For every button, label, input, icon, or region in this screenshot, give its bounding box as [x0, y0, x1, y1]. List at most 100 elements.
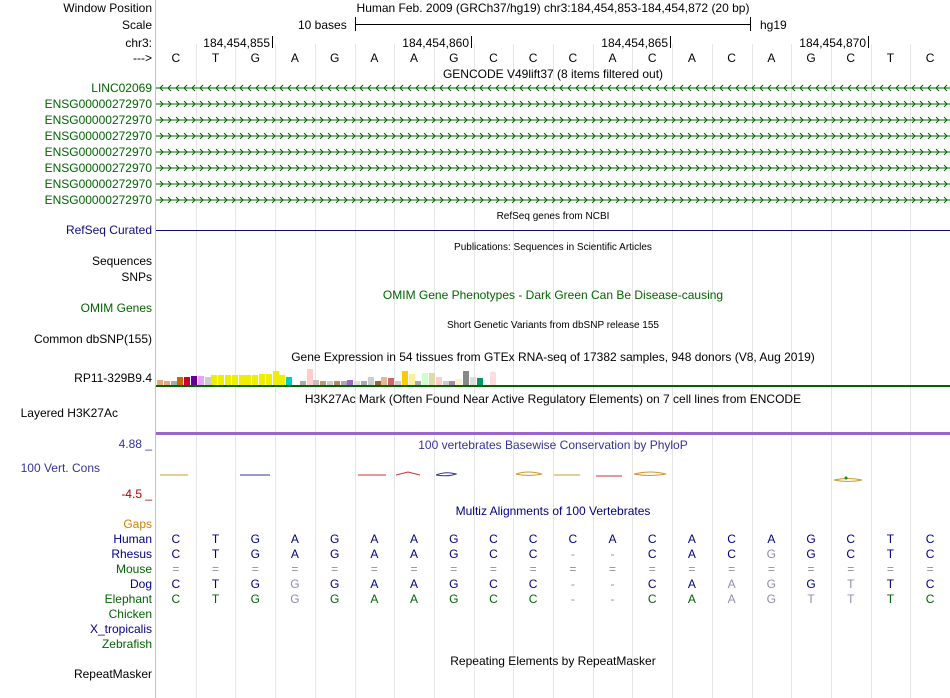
- gtex-tissue-bar[interactable]: [367, 377, 374, 385]
- gtex-tissue-bar[interactable]: [286, 377, 293, 385]
- repeatmasker-track-label[interactable]: RepeatMasker: [73, 667, 152, 681]
- alignment-base: -: [570, 547, 575, 561]
- gtex-tissue-bar[interactable]: [320, 381, 327, 385]
- gtex-tissue-bar[interactable]: [469, 377, 476, 385]
- gtex-tissue-bar[interactable]: [252, 375, 259, 385]
- gtex-tissue-bar[interactable]: [211, 375, 218, 385]
- gtex-tissue-bar[interactable]: [374, 381, 381, 385]
- gtex-tissue-bar[interactable]: [191, 376, 197, 385]
- gtex-tissue-bar[interactable]: [204, 377, 211, 385]
- species-label[interactable]: Chicken: [108, 607, 152, 621]
- gtex-tissue-bar[interactable]: [170, 381, 177, 385]
- publications-track-label[interactable]: Sequences: [91, 254, 152, 268]
- gtex-tissue-bar[interactable]: [395, 381, 401, 385]
- gtex-tissue-bar[interactable]: [347, 380, 354, 385]
- species-label[interactable]: Mouse: [115, 562, 152, 576]
- alignment-base: =: [529, 562, 537, 576]
- conservation-track-label[interactable]: 100 Vert. Cons: [20, 461, 100, 475]
- gencode-row-label[interactable]: ENSG00000272970: [44, 113, 152, 127]
- species-label[interactable]: Dog: [129, 577, 152, 591]
- gtex-tissue-bar[interactable]: [415, 381, 422, 385]
- gtex-tissue-bar[interactable]: [388, 378, 395, 385]
- h3k27ac-track-label[interactable]: Layered H3K27Ac: [20, 406, 118, 420]
- gencode-transcript[interactable]: [156, 194, 950, 206]
- gtex-tissue-bar[interactable]: [429, 373, 435, 385]
- gtex-tissue-bar[interactable]: [401, 371, 408, 385]
- gtex-tissue-bar[interactable]: [422, 373, 429, 385]
- species-label[interactable]: Human: [113, 532, 152, 546]
- gencode-row-label[interactable]: ENSG00000272970: [44, 177, 152, 191]
- alignment-base: A: [410, 577, 419, 591]
- alignment-base: =: [847, 562, 855, 576]
- gencode-transcript[interactable]: [156, 146, 950, 158]
- gtex-tissue-bar[interactable]: [218, 375, 225, 385]
- omim-track-label[interactable]: OMIM Genes: [80, 301, 152, 315]
- gtex-tissue-bar[interactable]: [163, 381, 170, 385]
- alignment-base: A: [767, 532, 776, 546]
- gtex-tissue-bar[interactable]: [340, 381, 347, 385]
- h3k27ac-signal-line[interactable]: [156, 432, 950, 435]
- alignment-base: =: [370, 562, 378, 576]
- gencode-row-label[interactable]: ENSG00000272970: [44, 129, 152, 143]
- gtex-tissue-bar[interactable]: [272, 371, 279, 385]
- alignment-base: C: [925, 592, 935, 606]
- refseq-track-label[interactable]: RefSeq Curated: [65, 223, 152, 237]
- gtex-tissue-bar[interactable]: [408, 374, 415, 385]
- gtex-tissue-bar[interactable]: [361, 381, 367, 385]
- species-label[interactable]: Zebrafish: [101, 637, 152, 651]
- gtex-tissue-bar[interactable]: [306, 369, 313, 385]
- snps-track-label[interactable]: SNPs: [121, 270, 152, 284]
- gencode-row-label[interactable]: ENSG00000272970: [44, 193, 152, 207]
- gtex-tissue-bar[interactable]: [197, 376, 204, 385]
- conservation-plot[interactable]: [156, 460, 950, 490]
- gtex-tissue-bar[interactable]: [245, 375, 252, 385]
- alignment-base: A: [370, 577, 379, 591]
- gtex-tissue-bar[interactable]: [442, 381, 449, 385]
- gtex-tissue-bar[interactable]: [225, 375, 231, 385]
- gencode-transcript[interactable]: [156, 98, 950, 110]
- gtex-tissue-bar[interactable]: [313, 380, 320, 385]
- alignment-base: G: [250, 532, 260, 546]
- gencode-transcript[interactable]: [156, 114, 950, 126]
- gtex-tissue-bar[interactable]: [490, 372, 497, 385]
- species-label[interactable]: Elephant: [104, 592, 152, 606]
- gtex-tissue-bar[interactable]: [476, 378, 483, 385]
- gtex-tissue-bar[interactable]: [238, 375, 245, 385]
- species-label[interactable]: X_tropicalis: [89, 622, 152, 636]
- gtex-tissue-bar[interactable]: [279, 375, 286, 385]
- gencode-transcript[interactable]: [156, 178, 950, 190]
- gencode-row-label[interactable]: ENSG00000272970: [44, 145, 152, 159]
- species-label[interactable]: Rhesus: [111, 547, 152, 561]
- conservation-ymax: 4.88 _: [118, 437, 152, 451]
- gtex-tissue-bar[interactable]: [231, 375, 238, 385]
- dbsnp-track-label[interactable]: Common dbSNP(155): [33, 332, 152, 346]
- gencode-row-label[interactable]: ENSG00000272970: [44, 97, 152, 111]
- gencode-strand-arrows: [159, 196, 948, 204]
- gtex-tissue-bar[interactable]: [463, 371, 469, 385]
- reference-base: A: [290, 51, 299, 65]
- alignment-base: C: [925, 532, 935, 546]
- gencode-transcript[interactable]: [156, 162, 950, 174]
- gtex-track-label[interactable]: RP11-329B9.4: [74, 371, 152, 385]
- gtex-tissue-bar[interactable]: [449, 381, 456, 385]
- gtex-tissue-bar[interactable]: [435, 377, 442, 385]
- gtex-tissue-bar[interactable]: [354, 381, 361, 385]
- gencode-row-label[interactable]: LINC02069: [91, 81, 152, 95]
- gencode-transcript[interactable]: [156, 82, 950, 94]
- gtex-tissue-bar[interactable]: [184, 377, 191, 385]
- gtex-tissue-bar[interactable]: [327, 381, 333, 385]
- gtex-tissue-bar[interactable]: [265, 374, 272, 385]
- refseq-gene-line[interactable]: [156, 230, 950, 231]
- gencode-transcript[interactable]: [156, 130, 950, 142]
- gtex-tissue-bar[interactable]: [259, 374, 265, 385]
- gtex-tissue-bar[interactable]: [299, 381, 306, 385]
- browser-image-panel[interactable]: Human Feb. 2009 (GRCh37/hg19) chr3:184,4…: [156, 0, 950, 698]
- gtex-tissue-bar[interactable]: [381, 377, 388, 385]
- gtex-track-title: Gene Expression in 54 tissues from GTEx …: [291, 350, 815, 364]
- gencode-row-label[interactable]: ENSG00000272970: [44, 161, 152, 175]
- gtex-tissue-bar[interactable]: [456, 379, 463, 385]
- gtex-tissue-bar[interactable]: [177, 377, 184, 385]
- gtex-tissue-bar[interactable]: [157, 380, 163, 385]
- gtex-tissue-bar[interactable]: [333, 381, 340, 385]
- alignment-base: =: [767, 562, 775, 576]
